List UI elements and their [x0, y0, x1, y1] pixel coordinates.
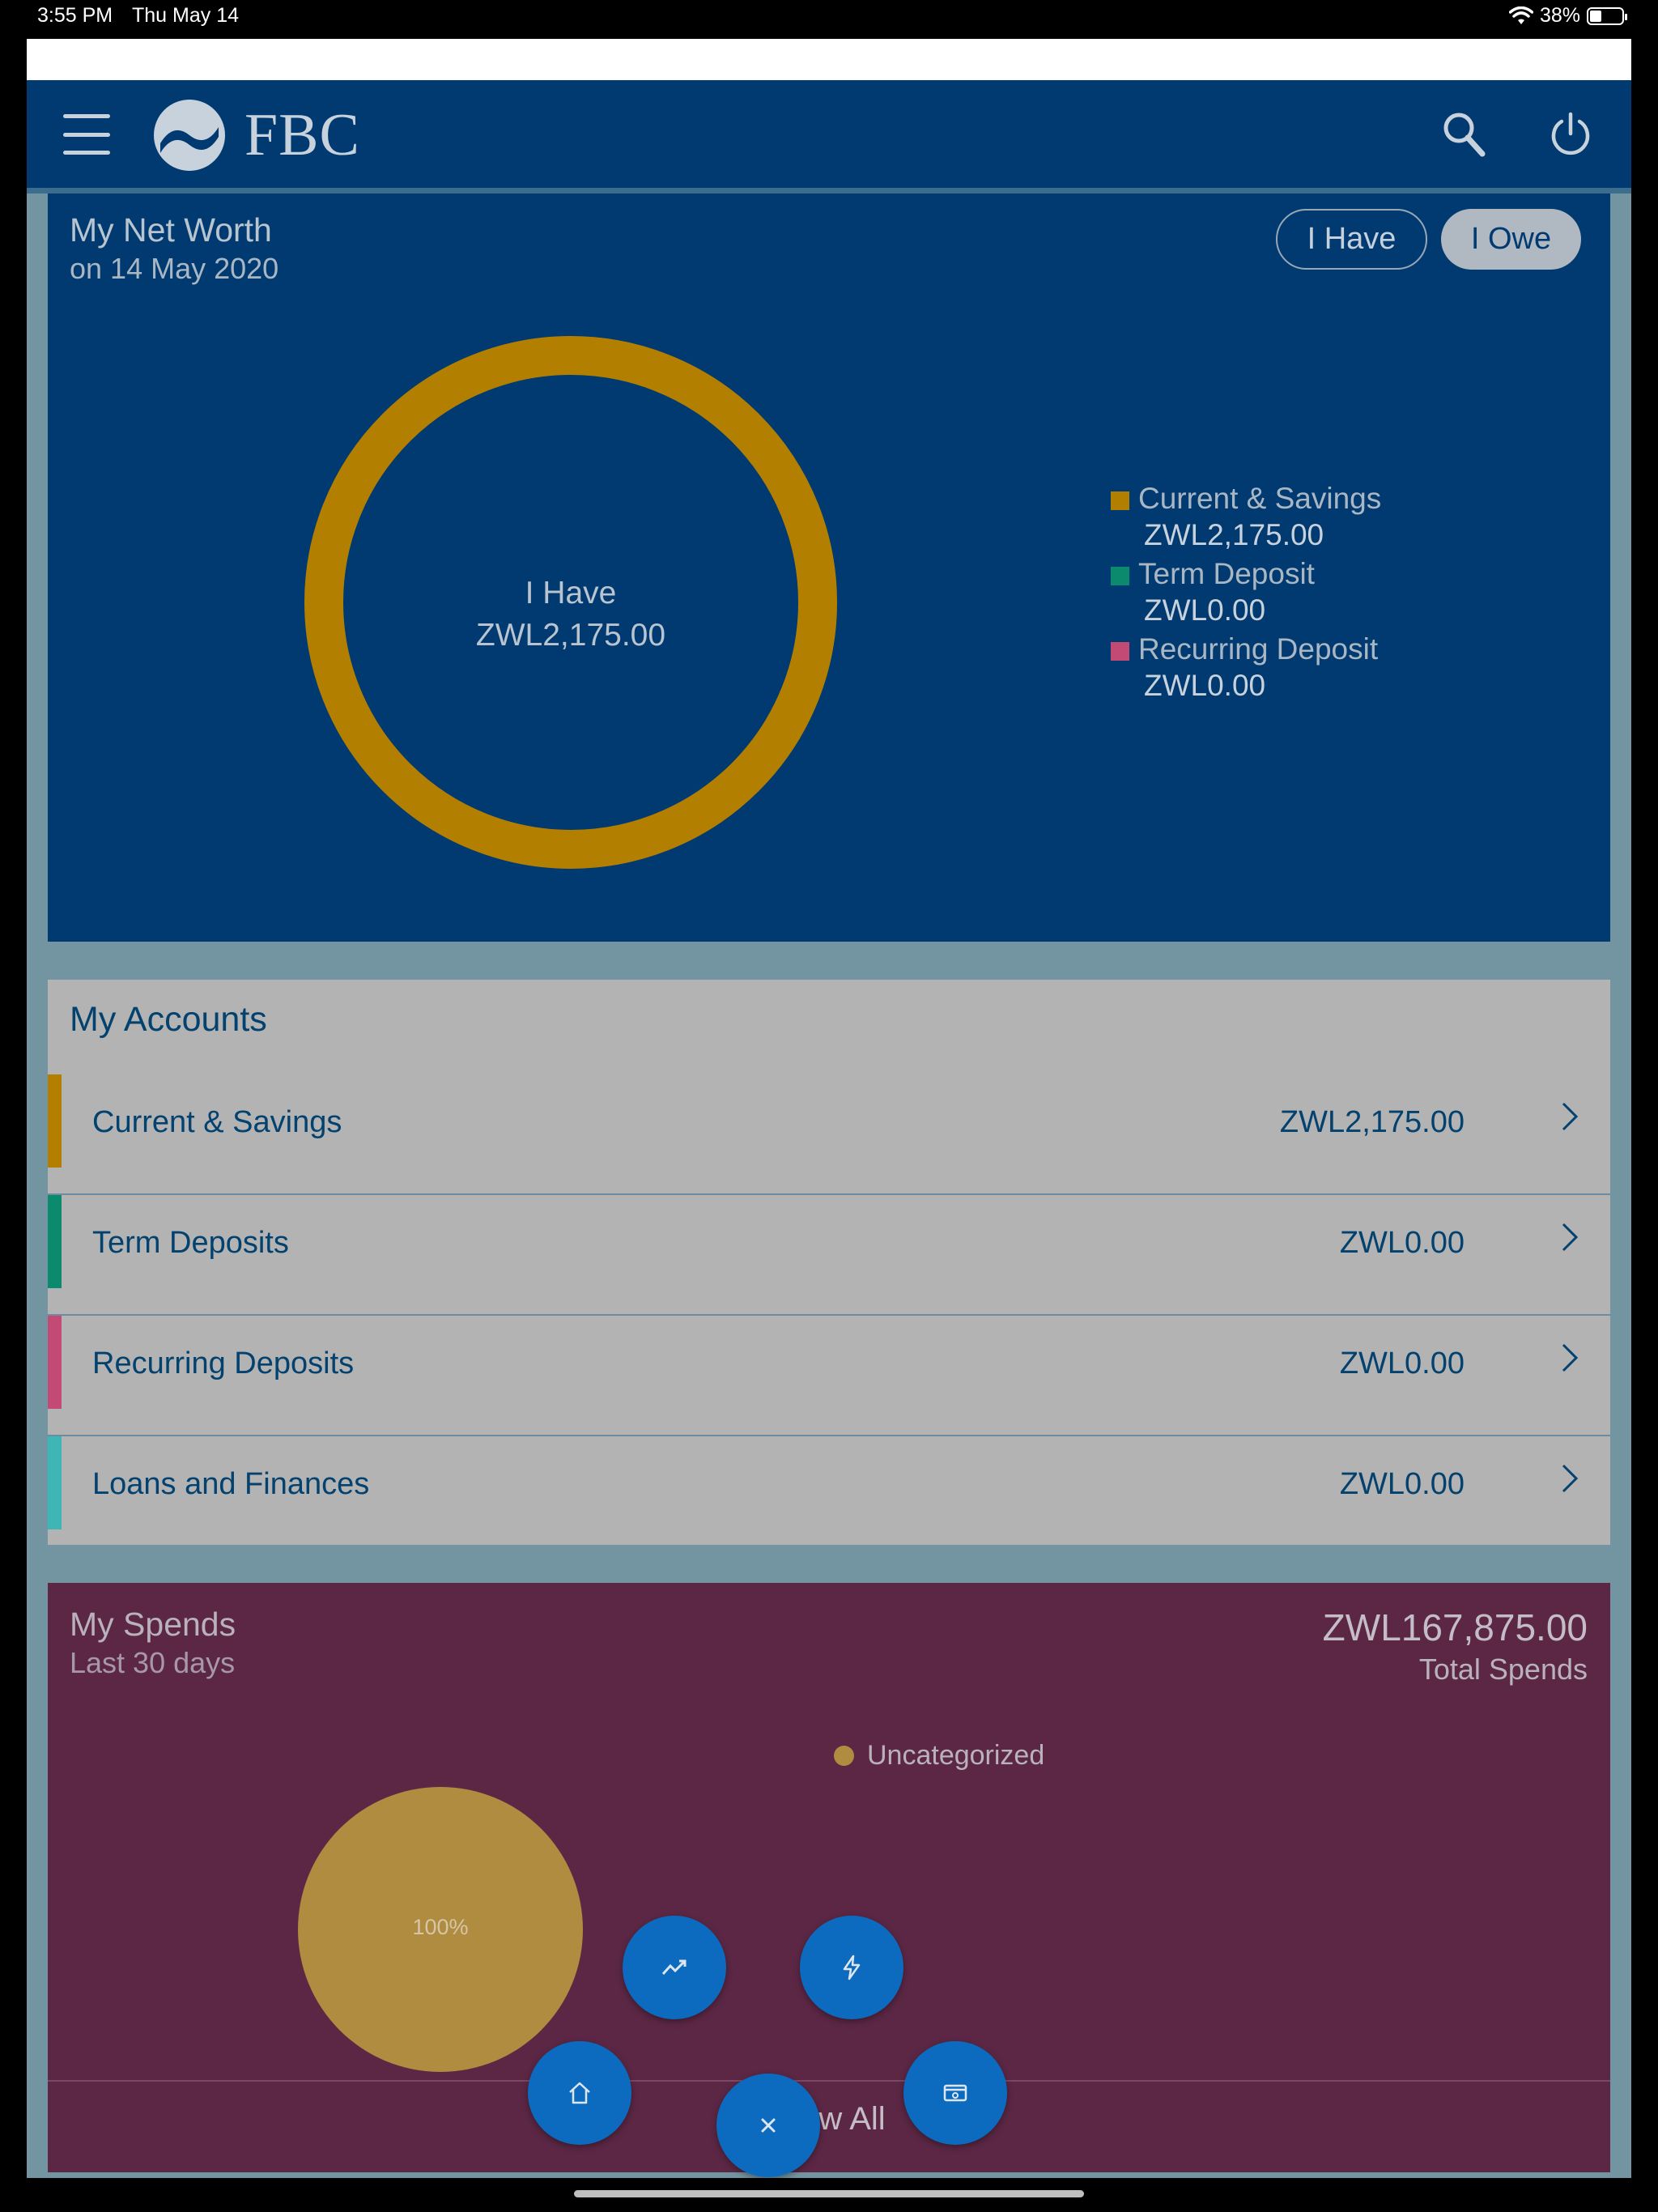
- spends-pie-slice: [298, 1787, 583, 2072]
- spends-legend-label: Uncategorized: [867, 1740, 1045, 1771]
- donut-segment-0: [304, 336, 837, 869]
- fbc-logo-icon: [154, 100, 225, 171]
- account-name: Recurring Deposits: [92, 1346, 355, 1380]
- legend-value: ZWL0.00: [1144, 593, 1266, 627]
- chevron-right-icon: [1562, 1343, 1579, 1372]
- brand-logo: FBC: [152, 98, 360, 172]
- legend-name: Current & Savings: [1138, 482, 1382, 515]
- wallet-icon: [943, 2084, 967, 2102]
- chevron-right-icon: [1562, 1102, 1579, 1131]
- legend-swatch: [1111, 567, 1129, 585]
- home-button[interactable]: [528, 2041, 631, 2145]
- top-strip: [27, 39, 1631, 80]
- spends-title: My Spends: [70, 1606, 236, 1643]
- battery-icon: [1587, 6, 1627, 25]
- account-name: Loans and Finances: [92, 1467, 370, 1501]
- donut-center-value: ZWL2,175.00: [475, 618, 666, 653]
- power-icon[interactable]: [1546, 110, 1595, 159]
- spends-period: Last 30 days: [70, 1646, 236, 1679]
- wifi-icon: [1508, 6, 1533, 24]
- lightning-icon: [843, 1955, 861, 1980]
- net-worth-donut-chart: [304, 336, 837, 869]
- pie-slice-label: 100%: [412, 1915, 469, 1939]
- home-icon: [569, 2082, 590, 2104]
- net-worth-date: on 14 May 2020: [70, 252, 279, 285]
- chevron-right-icon: [1562, 1464, 1579, 1493]
- spends-total-label: Total Spends: [1418, 1653, 1588, 1686]
- brand-name: FBC: [244, 101, 360, 168]
- status-time: 3:55 PM: [37, 4, 113, 27]
- legend-swatch: [1111, 491, 1129, 510]
- account-amount: ZWL0.00: [1339, 1226, 1465, 1260]
- account-row-loans-finances[interactable]: Loans and Finances ZWL0.00: [48, 1436, 1610, 1557]
- net-worth-title: My Net Worth: [70, 211, 272, 249]
- status-bar: 3:55 PM Thu May 14 38%: [0, 0, 1658, 39]
- view-all-link[interactable]: View All: [772, 2101, 886, 2137]
- spends-total: ZWL167,875.00: [1322, 1606, 1588, 1648]
- hamburger-menu-icon[interactable]: [63, 114, 110, 155]
- battery-percent: 38%: [1539, 4, 1580, 27]
- account-color-bar: [48, 1436, 62, 1529]
- legend-name: Term Deposit: [1138, 557, 1315, 590]
- legend-name: Recurring Deposit: [1138, 632, 1379, 666]
- account-color-bar: [48, 1316, 62, 1409]
- accounts-title: My Accounts: [70, 1000, 267, 1039]
- search-icon[interactable]: [1439, 110, 1488, 159]
- spends-legend: Uncategorized: [834, 1740, 1044, 1772]
- quick-pay-button[interactable]: [800, 1916, 903, 2019]
- legend-value: ZWL0.00: [1144, 669, 1266, 702]
- legend-swatch: [1111, 642, 1129, 661]
- i-have-toggle[interactable]: I Have: [1276, 209, 1427, 270]
- spends-divider: [48, 2080, 1610, 2082]
- net-worth-card: My Net Worth on 14 May 2020 I Have I Owe…: [48, 194, 1610, 942]
- account-name: Current & Savings: [92, 1105, 342, 1139]
- donut-center-label: I Have ZWL2,175.00: [304, 572, 838, 657]
- close-icon: [761, 2118, 776, 2133]
- account-amount: ZWL2,175.00: [1279, 1105, 1465, 1139]
- status-date: Thu May 14: [132, 4, 240, 27]
- account-color-bar: [48, 1074, 62, 1168]
- trend-icon: [661, 1959, 687, 1976]
- account-row-current-savings[interactable]: Current & Savings ZWL2,175.00: [48, 1074, 1610, 1195]
- account-amount: ZWL0.00: [1339, 1346, 1465, 1380]
- account-amount: ZWL0.00: [1339, 1467, 1465, 1501]
- legend-value: ZWL2,175.00: [1144, 518, 1324, 551]
- status-indicators: 38%: [1508, 4, 1627, 28]
- close-menu-button[interactable]: [716, 2074, 820, 2177]
- my-accounts-card: My Accounts Current & Savings ZWL2,175.0…: [48, 980, 1610, 1545]
- app-header: FBC: [27, 80, 1631, 194]
- my-spends-card: My Spends Last 30 days ZWL167,875.00 Tot…: [48, 1583, 1610, 2172]
- app-frame: FBC My Net Worth on 14 May 2020 I Have I…: [27, 39, 1631, 2178]
- chevron-right-icon: [1562, 1223, 1579, 1252]
- spends-legend-dot: [834, 1746, 854, 1766]
- account-row-recurring-deposits[interactable]: Recurring Deposits ZWL0.00: [48, 1316, 1610, 1436]
- account-row-term-deposits[interactable]: Term Deposits ZWL0.00: [48, 1195, 1610, 1316]
- account-color-bar: [48, 1195, 62, 1288]
- accounts-list: Current & Savings ZWL2,175.00 Term Depos…: [48, 1074, 1610, 1557]
- donut-center-title: I Have: [525, 576, 617, 610]
- account-name: Term Deposits: [92, 1226, 289, 1260]
- wallet-button[interactable]: [903, 2041, 1007, 2145]
- i-owe-toggle[interactable]: I Owe: [1441, 209, 1581, 270]
- trend-button[interactable]: [623, 1916, 726, 2019]
- home-indicator[interactable]: [574, 2190, 1084, 2197]
